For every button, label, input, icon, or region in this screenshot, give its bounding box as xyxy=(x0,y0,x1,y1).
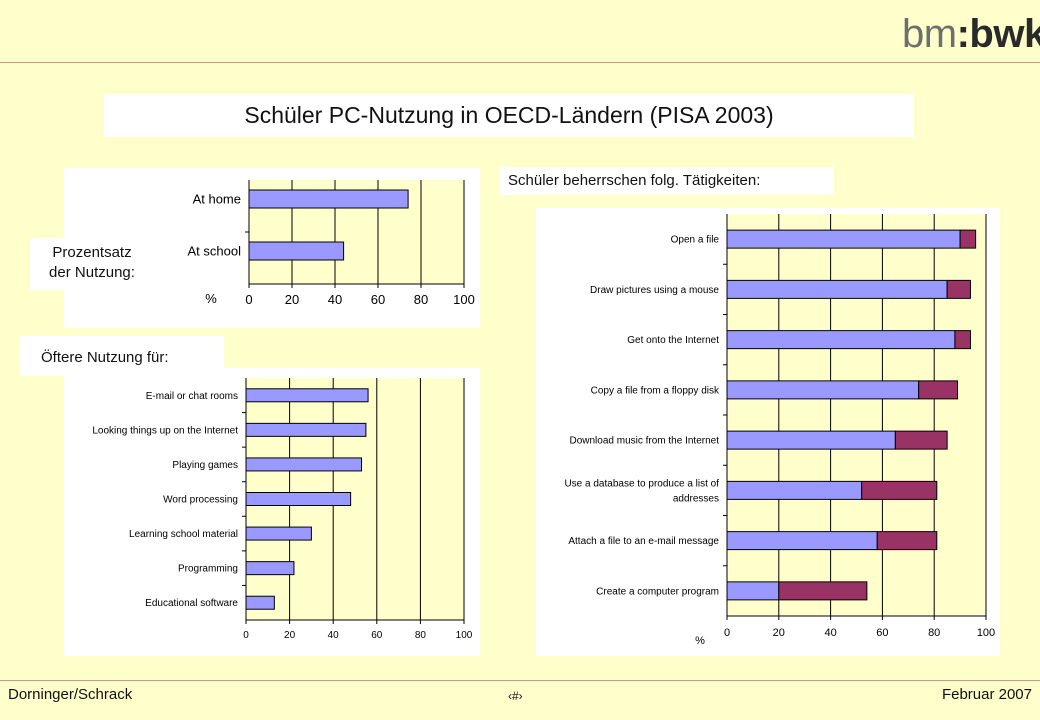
bar xyxy=(726,229,961,249)
category-label: Playing games xyxy=(172,460,238,471)
x-tick-label: 20 xyxy=(285,292,299,307)
bar xyxy=(245,492,352,506)
bar-segment xyxy=(861,480,938,500)
bar xyxy=(726,380,920,400)
bar xyxy=(726,581,780,601)
bar xyxy=(726,279,948,299)
x-tick-label: 0 xyxy=(245,292,252,307)
bar-segment xyxy=(894,430,948,450)
bar xyxy=(245,526,312,541)
x-tick-label: 80 xyxy=(414,292,428,307)
category-label: Get onto the Internet xyxy=(627,335,719,346)
plot-area xyxy=(727,214,986,616)
x-tick-label: 20 xyxy=(284,630,296,641)
usage-percent-label-line2: der Nutzung: xyxy=(49,264,135,281)
bar-segment xyxy=(778,581,868,601)
bar-segment xyxy=(876,531,938,551)
category-label: At home xyxy=(193,192,241,207)
bar xyxy=(726,531,878,551)
x-tick-label: 20 xyxy=(773,627,785,639)
category-label: Download music from the Internet xyxy=(569,436,719,447)
x-tick-label: 60 xyxy=(371,292,385,307)
x-tick-label: 80 xyxy=(415,630,427,641)
header-rule xyxy=(0,62,1040,63)
usage-percent-label: Prozentsatz der Nutzung: xyxy=(30,238,154,290)
x-tick-label: 40 xyxy=(328,292,342,307)
x-tick-label: 60 xyxy=(371,630,383,641)
usage-location-chart: 0 20 40 60 80 100 At home At school% xyxy=(64,168,480,328)
skills-chart: 0 20 40 60 80 100 Open a file Draw pictures usi… xyxy=(536,208,1000,656)
category-label: Word processing xyxy=(163,495,238,506)
x-tick-label: 40 xyxy=(328,630,340,641)
bar xyxy=(245,422,367,437)
bar xyxy=(726,330,956,350)
bar-segment xyxy=(959,229,977,249)
slide-title: Schüler PC-Nutzung in OECD-Ländern (PISA… xyxy=(104,94,914,137)
category-label: Programming xyxy=(178,564,238,575)
bmbwk-logo: bm:bwk xyxy=(902,12,1040,56)
bar xyxy=(245,595,275,610)
bar xyxy=(248,189,409,209)
category-label: At school xyxy=(188,244,242,259)
x-tick-label: 100 xyxy=(977,627,995,639)
x-tick-label: 0 xyxy=(724,627,730,639)
category-label: Looking things up on the Internet xyxy=(92,425,238,436)
x-tick-label: 80 xyxy=(928,627,940,639)
category-label: Open a file xyxy=(671,235,720,246)
bar-segment xyxy=(954,330,971,350)
category-label: Draw pictures using a mouse xyxy=(590,285,719,296)
category-label: Copy a file from a floppy disk xyxy=(591,385,720,396)
usage-percent-label-line1: Prozentsatz xyxy=(52,244,132,261)
skills-label: Schüler beherrschen folg. Tätigkeiten: xyxy=(500,167,834,195)
footer-rule xyxy=(0,680,1040,681)
category-label: Create a computer program xyxy=(596,586,719,597)
x-tick-label: 100 xyxy=(453,292,475,307)
x-tick-label: 60 xyxy=(876,627,888,639)
category-label: Attach a file to an e-mail message xyxy=(568,536,719,547)
bar-segment xyxy=(946,279,971,299)
frequent-use-chart: 0 20 40 60 80 100 E-mail or chat rooms Looking … xyxy=(64,368,480,656)
footer-page-number: ‹#› xyxy=(508,689,523,703)
category-label: Educational software xyxy=(145,598,238,609)
bar-segment xyxy=(918,380,959,400)
bar xyxy=(248,241,345,261)
footer-date: Februar 2007 xyxy=(941,686,1032,703)
bar xyxy=(245,457,363,472)
skills-chart-svg: 0 20 40 60 80 100 Open a file Draw pictures usi… xyxy=(564,214,995,647)
footer-authors: Dorninger/Schrack xyxy=(8,686,133,703)
bar xyxy=(245,388,369,403)
category-label: E-mail or chat rooms xyxy=(146,391,238,402)
x-tick-label: 40 xyxy=(824,627,836,639)
category-label: Learning school material xyxy=(129,529,238,540)
bar xyxy=(726,480,863,500)
x-tick-label: 100 xyxy=(456,630,473,641)
category-label: addresses xyxy=(673,493,719,504)
x-axis-label: % xyxy=(205,291,217,306)
x-axis-label: % xyxy=(695,635,705,647)
frequent-use-chart-svg: 0 20 40 60 80 100 E-mail or chat rooms Looking … xyxy=(92,378,473,641)
bar xyxy=(245,561,295,576)
usage-location-chart-svg: 0 20 40 60 80 100 At home At school% xyxy=(188,180,475,307)
x-tick-label: 0 xyxy=(243,630,249,641)
frequent-use-label: Öftere Nutzung für: xyxy=(20,336,224,376)
category-label: Use a database to produce a list of xyxy=(564,478,719,489)
bar xyxy=(726,430,896,450)
